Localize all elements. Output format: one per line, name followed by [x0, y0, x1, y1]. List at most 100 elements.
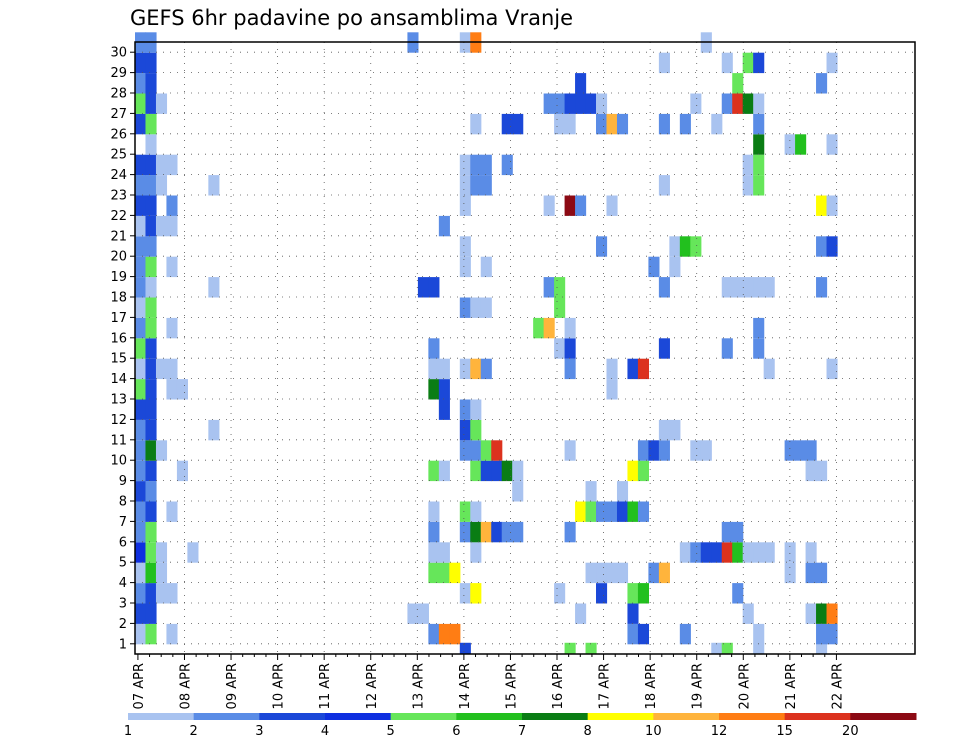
y-tick-label: 21	[110, 229, 127, 244]
heatmap-cell	[606, 358, 618, 380]
plot-frame	[134, 41, 916, 655]
heatmap-cell	[438, 460, 450, 482]
heatmap-cell	[711, 642, 723, 654]
y-tick-label: 16	[110, 331, 127, 346]
heatmap-cell	[805, 562, 817, 584]
heatmap-cell	[512, 521, 524, 543]
heatmap-cell	[805, 542, 817, 563]
grid-lines	[135, 42, 915, 654]
heatmap-cell	[596, 501, 608, 522]
heatmap-cell	[564, 358, 576, 380]
heatmap-cell	[428, 358, 440, 380]
heatmap-cell	[459, 256, 471, 278]
heatmap-cell	[795, 134, 807, 155]
heatmap-cell	[575, 73, 587, 94]
heatmap-cell	[732, 583, 744, 604]
heatmap-cell	[732, 277, 744, 298]
heatmap-cell	[658, 277, 670, 298]
heatmap-cell	[669, 419, 681, 441]
heatmap-cell	[145, 317, 157, 339]
heatmap-cell	[564, 521, 576, 543]
heatmap-cell	[763, 277, 775, 298]
heatmap-cell	[564, 642, 576, 654]
heatmap-cell	[816, 236, 828, 257]
heatmap-cell	[135, 603, 147, 624]
heatmap-cell	[554, 277, 566, 298]
heatmap-cell	[480, 297, 492, 318]
y-tick-label: 18	[110, 291, 127, 306]
heatmap-cell	[721, 521, 733, 543]
heatmap-cell	[145, 521, 157, 543]
heatmap-cell	[637, 583, 650, 604]
heatmap-cell	[784, 542, 796, 563]
heatmap-cell	[480, 460, 492, 482]
heatmap-cell	[732, 73, 744, 94]
heatmap-cell	[155, 175, 168, 196]
heatmap-cell	[627, 583, 639, 604]
heatmap-cell	[438, 562, 450, 584]
heatmap-cell	[627, 460, 639, 482]
heatmap-cell	[648, 440, 660, 461]
heatmap-cell	[145, 52, 157, 74]
heatmap-cell	[438, 379, 450, 400]
heatmap-cell	[627, 501, 639, 522]
heatmap-cell	[658, 175, 670, 196]
heatmap-cell	[155, 583, 168, 604]
heatmap-cell	[438, 542, 450, 563]
heatmap-cell	[616, 481, 629, 502]
y-tick-label: 6	[119, 535, 127, 550]
heatmap-cell	[616, 562, 629, 584]
heatmap-cell	[145, 358, 157, 380]
heatmap-cell	[721, 542, 733, 563]
colorbar-label: 2	[190, 724, 198, 739]
heatmap-cell	[135, 113, 147, 135]
heatmap-cell	[459, 419, 471, 441]
y-tick-label: 26	[110, 127, 127, 142]
heatmap-cell	[491, 521, 503, 543]
heatmap-cell	[606, 113, 618, 135]
heatmap-cell	[166, 623, 178, 645]
heatmap-cell	[753, 317, 765, 339]
x-tick-label: 22 APR	[830, 663, 845, 709]
heatmap-cell	[690, 542, 702, 563]
heatmap-cell	[459, 399, 471, 420]
x-tick-label: 10 APR	[272, 663, 287, 709]
heatmap-cell	[596, 93, 608, 114]
heatmap-cell	[135, 521, 147, 543]
y-tick-label: 17	[110, 311, 127, 326]
heatmap-cell	[438, 215, 450, 237]
heatmap-cell	[428, 379, 440, 400]
heatmap-cell	[763, 542, 775, 563]
heatmap-cell	[459, 297, 471, 318]
heatmap-cell	[145, 93, 157, 114]
heatmap-cell	[135, 338, 147, 359]
heatmap-cell	[145, 277, 157, 298]
heatmap-cell	[679, 113, 691, 135]
heatmap-cell	[166, 583, 178, 604]
heatmap-cell	[449, 623, 461, 645]
heatmap-cell	[658, 338, 670, 359]
heatmap-cell	[596, 113, 608, 135]
heatmap-cell	[459, 642, 471, 654]
colorbar-swatch	[522, 713, 589, 720]
heatmap-cell	[501, 154, 513, 176]
heatmap-cell	[826, 358, 838, 380]
heatmap-cell	[470, 113, 482, 135]
heatmap-cell	[742, 154, 754, 176]
colorbar-label: 15	[776, 724, 793, 739]
heatmap-cell	[742, 277, 754, 298]
heatmap-cell	[135, 623, 147, 645]
heatmap-cell	[155, 215, 168, 237]
heatmap-cell	[753, 623, 765, 645]
heatmap-cell	[711, 542, 723, 563]
x-tick-label: 14 APR	[458, 663, 473, 709]
heatmap-cell	[564, 93, 576, 114]
x-tick-label: 15 APR	[504, 663, 519, 709]
heatmap-cell	[428, 460, 440, 482]
heatmap-cell	[176, 460, 188, 482]
colorbar-label: 20	[842, 724, 859, 739]
heatmap-cell	[637, 623, 650, 645]
heatmap-cell	[166, 256, 178, 278]
heatmap-cell	[145, 603, 157, 624]
